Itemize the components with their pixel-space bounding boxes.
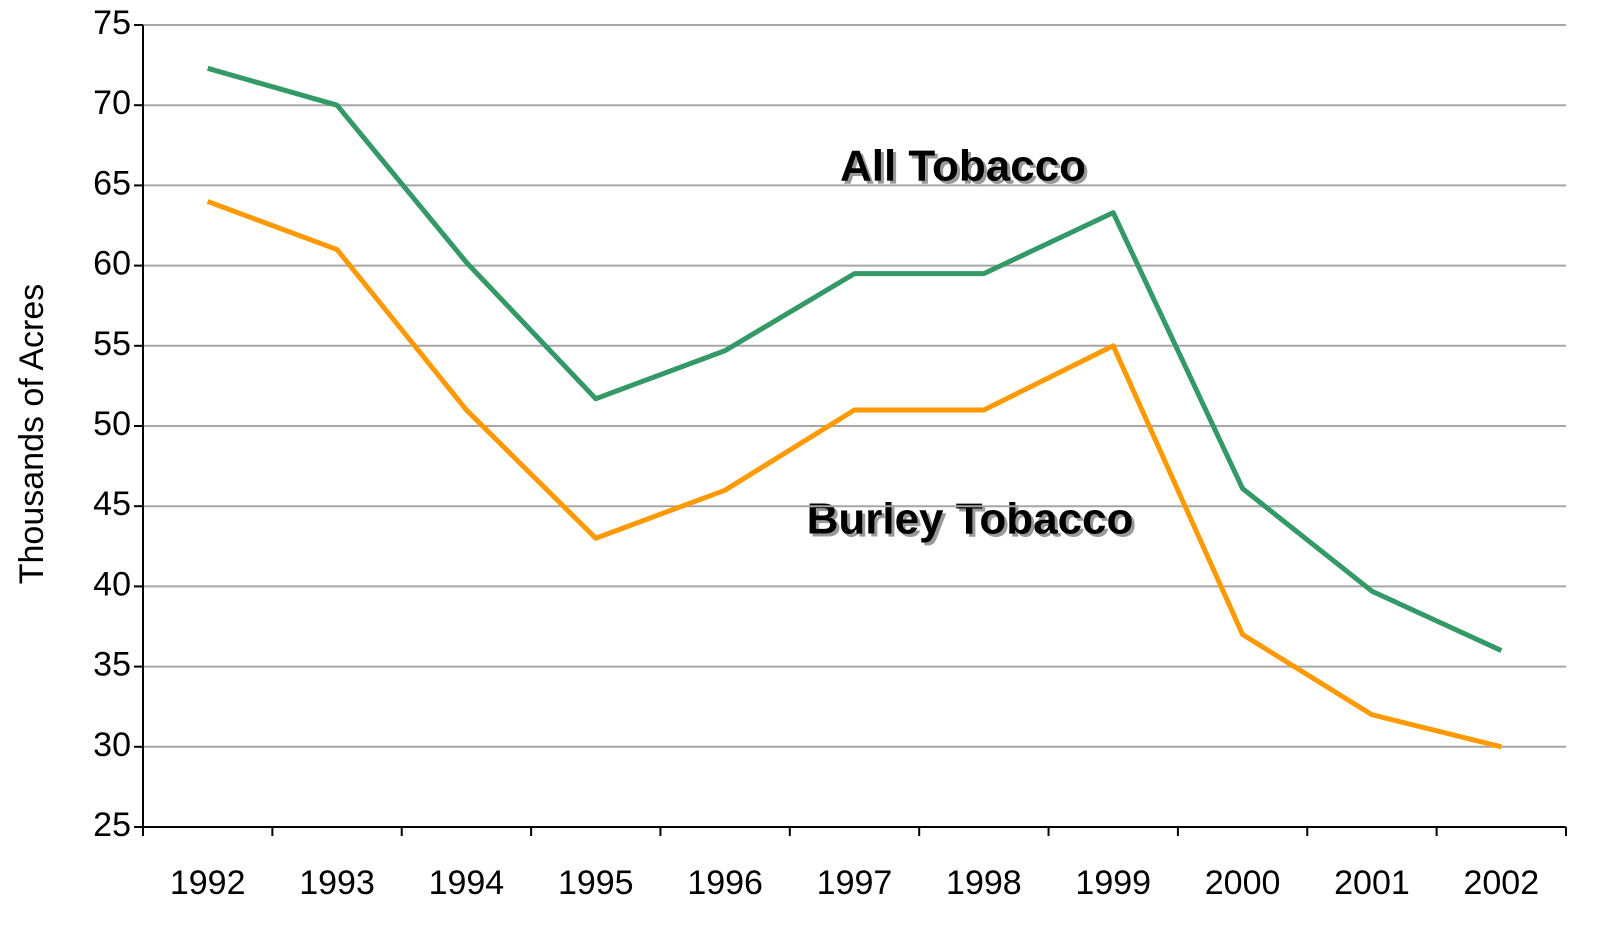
x-tick-label: 2001: [1334, 864, 1410, 902]
y-tick-label: 25: [93, 806, 131, 844]
y-tick-label: 75: [93, 4, 131, 42]
x-tick-label: 1992: [170, 864, 246, 902]
annotation: All Tobacco: [840, 142, 1086, 191]
y-tick-label: 30: [93, 726, 131, 764]
y-axis-label: Thousands of Acres: [13, 284, 51, 585]
x-tick-label: 1994: [429, 864, 505, 902]
y-tick-label: 50: [93, 405, 131, 443]
x-tick-label: 1993: [299, 864, 375, 902]
y-tick-label: 70: [93, 84, 131, 122]
y-tick-label: 40: [93, 565, 131, 603]
y-tick-label: 60: [93, 245, 131, 283]
x-tick-label: 1996: [687, 864, 763, 902]
x-tick-label: 1998: [946, 864, 1022, 902]
series-line: [206, 199, 1502, 750]
y-tick-label: 65: [93, 164, 131, 202]
x-tick-label: 1999: [1075, 864, 1151, 902]
series-line: [206, 65, 1503, 653]
x-tick-label: 2000: [1205, 864, 1281, 902]
x-tick-label: 1995: [558, 864, 634, 902]
x-tick-label: 1997: [817, 864, 893, 902]
y-tick-label: 55: [93, 325, 131, 363]
annotation: Burley Tobacco: [807, 495, 1134, 544]
x-tick-label: 2002: [1463, 864, 1539, 902]
y-tick-label: 45: [93, 485, 131, 523]
y-tick-label: 35: [93, 646, 131, 684]
